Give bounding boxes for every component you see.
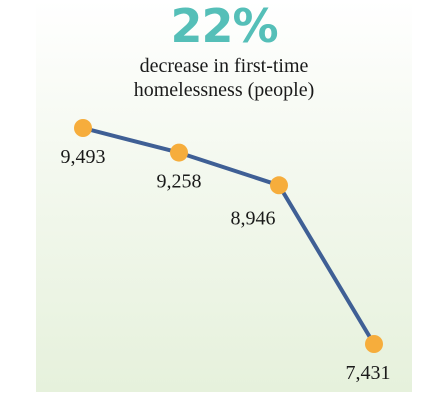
series-layer bbox=[81, 126, 376, 346]
chart-subtitle: decrease in first-time homelessness (peo… bbox=[36, 54, 412, 102]
data-label: 8,946 bbox=[231, 207, 276, 229]
label-layer: 9,493 9,258 8,946 7,431 bbox=[61, 146, 391, 384]
series-line bbox=[81, 126, 376, 346]
marker-layer bbox=[74, 119, 383, 353]
data-label: 9,493 bbox=[61, 146, 106, 168]
headline-percentage: 22% bbox=[170, 0, 278, 53]
subtitle-line-1: decrease in first-time bbox=[139, 55, 309, 77]
subtitle-line-2: homelessness (people) bbox=[133, 79, 315, 101]
data-point-marker bbox=[270, 176, 288, 195]
data-point-marker bbox=[170, 143, 188, 162]
data-label: 9,258 bbox=[157, 171, 202, 193]
data-point-marker bbox=[365, 335, 383, 353]
data-label: 7,431 bbox=[346, 362, 391, 384]
data-point-marker bbox=[74, 119, 92, 137]
chart-background bbox=[36, 0, 412, 392]
